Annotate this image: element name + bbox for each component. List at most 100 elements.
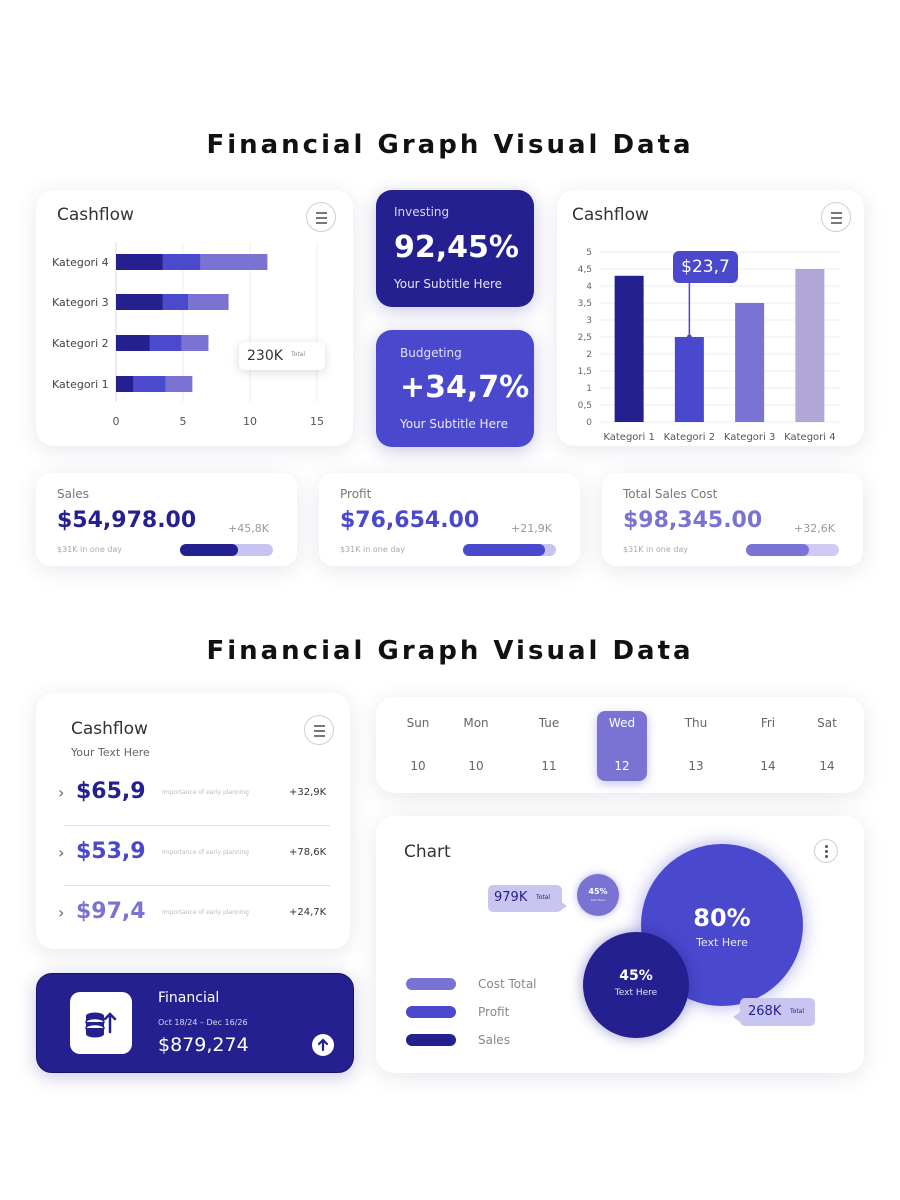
menu-button[interactable]	[304, 715, 334, 745]
budgeting-subtitle: Your Subtitle Here	[400, 417, 509, 431]
row-delta: +24,7K	[289, 907, 327, 918]
card-title: Cashflow	[71, 719, 148, 739]
mid-bubble: 45% Text Here	[583, 932, 689, 1038]
legend-swatch	[406, 1034, 456, 1046]
day-name[interactable]: Thu	[684, 716, 708, 730]
cashflow-row[interactable]: › $65,9 Importance of early planning +32…	[36, 779, 350, 815]
x-tick-label: 15	[310, 415, 324, 428]
progress-track	[463, 544, 556, 556]
budgeting-card: Budgeting +34,7% Your Subtitle Here	[376, 330, 534, 447]
legend-label: Profit	[478, 1005, 510, 1019]
bar-segment	[165, 376, 193, 392]
menu-line-icon	[831, 222, 842, 224]
y-tick-label: 4,5	[578, 265, 592, 275]
menu-line-icon	[316, 222, 327, 224]
row-delta: +32,9K	[289, 787, 327, 798]
menu-line-icon	[314, 735, 325, 737]
investing-value: 92,45%	[394, 230, 519, 265]
small-bubble: 45% Text Here	[577, 874, 619, 916]
stat-delta: +45,8K	[228, 522, 269, 535]
cashflow-vbar-chart: 0 0,5 1 1,5 2 2,5 3 3,5 4 4,5 5 Kategori 1 Kategori …	[578, 248, 840, 443]
row-delta: +78,6K	[289, 847, 327, 858]
bar	[614, 275, 644, 422]
y-tick-label: 3	[586, 316, 592, 326]
category-label: Kategori 4	[784, 432, 835, 443]
big-bubble: 80% Text Here	[641, 844, 803, 1006]
chevron-right-icon: ›	[58, 903, 65, 922]
category-label: Kategori 1	[603, 432, 654, 443]
day-name[interactable]: Sat	[817, 716, 837, 730]
day-date[interactable]: 12	[614, 759, 630, 773]
card-title: Cashflow	[57, 205, 134, 225]
stat-label: Sales	[57, 487, 89, 501]
menu-line-icon	[831, 217, 842, 219]
tooltip-value: 979K	[494, 890, 528, 905]
stat-value: $98,345.00	[623, 508, 763, 533]
day-name[interactable]: Sun	[406, 716, 430, 730]
progress-fill	[463, 544, 545, 556]
bar-segment	[116, 335, 150, 351]
stat-delta: +21,9K	[511, 522, 552, 535]
y-tick-label: 2	[586, 350, 592, 360]
y-tick-label: 1	[586, 384, 592, 394]
y-tick-label: 5	[586, 248, 592, 258]
bubble-label: Text Here	[696, 936, 748, 949]
card-title: Cashflow	[572, 205, 649, 225]
progress-fill	[180, 544, 238, 556]
bubble-value: 80%	[693, 904, 751, 932]
budgeting-value: +34,7%	[400, 370, 530, 405]
calendar-card: Sun 10 Mon 10 Tue 11 Wed 12 Thu 13 Fri 14 Sat 14	[376, 697, 864, 793]
day-name[interactable]: Tue	[538, 716, 560, 730]
tooltip-label: Total	[291, 351, 306, 358]
day-date[interactable]: 11	[541, 759, 557, 773]
stat-label: Total Sales Cost	[623, 487, 718, 501]
row-note: Importance of early planning	[162, 849, 249, 856]
row-amount: $97,4	[76, 899, 146, 924]
day-name[interactable]: Mon	[463, 716, 489, 730]
card-subtitle: Your Text Here	[71, 746, 150, 759]
financial-title: Financial	[158, 990, 220, 1006]
more-vertical-icon[interactable]	[814, 839, 838, 863]
menu-button[interactable]	[821, 202, 851, 232]
stat-card: Sales $54,978.00 +45,8K $31K in one day	[36, 473, 297, 566]
cashflow-list-card: Cashflow Your Text Here › $65,9 Importan…	[36, 693, 350, 949]
bar-segment	[133, 376, 166, 392]
category-label: Kategori 2	[664, 432, 715, 443]
vbar-tooltip: $23,7	[673, 251, 738, 283]
bubble-chart-card: Chart 80% Text Here 45% Text Here 45% Te…	[376, 816, 864, 1073]
arrow-up-icon[interactable]	[312, 1034, 334, 1056]
menu-button[interactable]	[306, 202, 336, 232]
day-date[interactable]: 14	[760, 759, 776, 773]
day-date[interactable]: 10	[468, 759, 484, 773]
row-amount: $53,9	[76, 839, 146, 864]
tooltip-value: 268K	[748, 1004, 782, 1019]
investing-label: Investing	[394, 205, 450, 219]
chevron-right-icon: ›	[58, 843, 65, 862]
y-tick-label: 2,5	[578, 333, 592, 343]
tooltip-value: 230K	[247, 348, 283, 364]
financial-card[interactable]: Financial Oct 18/24 – Dec 16/26 $879,274	[36, 973, 354, 1073]
progress-track	[180, 544, 273, 556]
bubble-value: 45%	[619, 968, 653, 984]
day-name[interactable]: Wed	[608, 716, 636, 730]
day-date[interactable]: 13	[688, 759, 704, 773]
bar-segment	[116, 376, 134, 392]
cashflow-row[interactable]: › $53,9 Importance of early planning +78…	[36, 839, 350, 875]
legend-label: Sales	[478, 1033, 510, 1047]
day-date[interactable]: 14	[819, 759, 835, 773]
bar-segment	[200, 254, 268, 270]
menu-line-icon	[831, 212, 842, 214]
bar-segment	[162, 294, 189, 310]
stat-value: $54,978.00	[57, 508, 197, 533]
day-date[interactable]: 10	[410, 759, 426, 773]
stat-delta: +32,6K	[794, 522, 835, 535]
bar	[735, 303, 765, 422]
day-name[interactable]: Fri	[760, 716, 776, 730]
category-label: Kategori 3	[52, 296, 109, 309]
stat-sub: $31K in one day	[57, 545, 123, 554]
category-label: Kategori 1	[52, 378, 109, 391]
cashflow-row[interactable]: › $97,4 Importance of early planning +24…	[36, 899, 350, 935]
bar-segment	[149, 335, 182, 351]
menu-line-icon	[314, 725, 325, 727]
